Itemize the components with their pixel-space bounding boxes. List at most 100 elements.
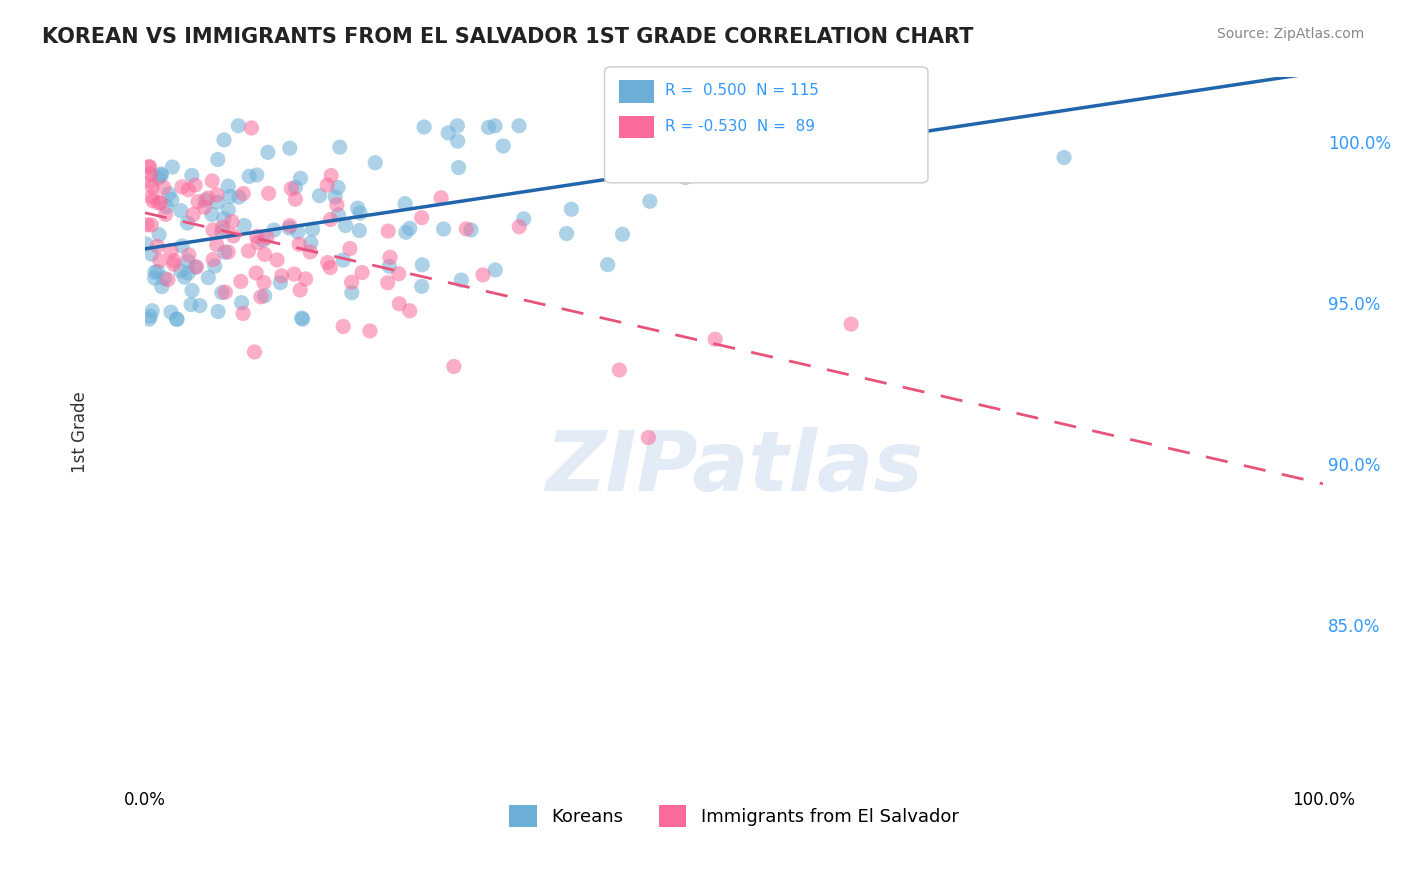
Koreans: [212, 211, 235, 226]
Koreans: [287, 225, 309, 239]
Immigrants from El Salvador: [232, 306, 254, 320]
Koreans: [508, 119, 530, 133]
Koreans: [349, 206, 371, 220]
Koreans: [299, 235, 322, 250]
Koreans: [477, 120, 499, 135]
Koreans: [447, 161, 470, 175]
Immigrants from El Salvador: [160, 244, 183, 258]
Text: KOREAN VS IMMIGRANTS FROM EL SALVADOR 1ST GRADE CORRELATION CHART: KOREAN VS IMMIGRANTS FROM EL SALVADOR 1S…: [42, 27, 973, 46]
Legend: Koreans, Immigrants from El Salvador: Koreans, Immigrants from El Salvador: [502, 797, 966, 834]
Koreans: [214, 245, 236, 260]
Immigrants from El Salvador: [411, 211, 433, 225]
Immigrants from El Salvador: [332, 319, 354, 334]
Immigrants from El Salvador: [839, 317, 862, 331]
Text: Source: ZipAtlas.com: Source: ZipAtlas.com: [1216, 27, 1364, 41]
Immigrants from El Salvador: [193, 200, 215, 214]
Immigrants from El Salvador: [245, 266, 267, 280]
Koreans: [166, 312, 188, 326]
Immigrants from El Salvador: [253, 276, 276, 290]
Immigrants from El Salvador: [202, 223, 225, 237]
Koreans: [194, 193, 217, 207]
Koreans: [433, 222, 456, 236]
Immigrants from El Salvador: [278, 219, 301, 233]
Immigrants from El Salvador: [202, 252, 225, 267]
Immigrants from El Salvador: [187, 194, 209, 209]
Immigrants from El Salvador: [319, 212, 342, 227]
Koreans: [207, 304, 229, 318]
Immigrants from El Salvador: [359, 324, 381, 338]
Koreans: [301, 222, 323, 236]
Koreans: [181, 284, 204, 298]
Immigrants from El Salvador: [319, 169, 342, 183]
Koreans: [252, 233, 274, 247]
Koreans: [335, 219, 357, 233]
Koreans: [177, 266, 200, 280]
Immigrants from El Salvador: [456, 222, 478, 236]
Immigrants from El Salvador: [232, 186, 254, 201]
Immigrants from El Salvador: [246, 229, 269, 244]
Immigrants from El Salvador: [471, 268, 494, 282]
Immigrants from El Salvador: [377, 276, 399, 290]
Immigrants from El Salvador: [138, 160, 160, 174]
Immigrants from El Salvador: [163, 253, 186, 268]
Koreans: [150, 167, 173, 181]
Koreans: [211, 285, 233, 300]
Koreans: [170, 203, 193, 218]
Koreans: [328, 208, 350, 222]
Koreans: [484, 263, 506, 277]
Koreans: [398, 221, 420, 235]
Immigrants from El Salvador: [142, 194, 165, 208]
Koreans: [143, 265, 166, 279]
Koreans: [643, 161, 665, 175]
Koreans: [638, 194, 661, 209]
Immigrants from El Salvador: [250, 290, 273, 304]
Koreans: [231, 295, 253, 310]
Koreans: [197, 270, 219, 285]
Koreans: [450, 273, 472, 287]
Koreans: [291, 312, 314, 326]
Immigrants from El Salvador: [148, 195, 170, 210]
Koreans: [217, 179, 239, 194]
Koreans: [188, 299, 211, 313]
Immigrants from El Salvador: [378, 250, 401, 264]
Koreans: [728, 119, 751, 133]
Koreans: [332, 253, 354, 268]
Koreans: [675, 170, 697, 185]
Koreans: [411, 258, 433, 272]
Koreans: [284, 180, 307, 194]
Immigrants from El Salvador: [197, 191, 219, 205]
Immigrants from El Salvador: [319, 260, 342, 275]
Immigrants from El Salvador: [184, 178, 207, 192]
Immigrants from El Salvador: [637, 431, 659, 445]
Koreans: [143, 271, 166, 285]
Immigrants from El Salvador: [156, 272, 179, 286]
Immigrants from El Salvador: [177, 248, 200, 262]
Immigrants from El Salvador: [146, 239, 169, 253]
Koreans: [201, 207, 224, 221]
Koreans: [135, 236, 157, 251]
Immigrants from El Salvador: [377, 224, 399, 238]
Koreans: [269, 276, 291, 290]
Koreans: [256, 145, 278, 160]
Immigrants from El Salvador: [294, 272, 316, 286]
Immigrants from El Salvador: [316, 178, 339, 193]
Immigrants from El Salvador: [201, 174, 224, 188]
Immigrants from El Salvador: [266, 252, 288, 267]
Immigrants from El Salvador: [138, 160, 160, 174]
Koreans: [291, 311, 314, 326]
Immigrants from El Salvador: [141, 189, 163, 203]
Immigrants from El Salvador: [704, 332, 727, 346]
Immigrants from El Salvador: [316, 255, 339, 269]
Immigrants from El Salvador: [139, 167, 162, 181]
Immigrants from El Salvador: [430, 191, 453, 205]
Text: ZIPatlas: ZIPatlas: [546, 427, 922, 508]
Koreans: [139, 309, 162, 323]
Koreans: [394, 196, 416, 211]
Immigrants from El Salvador: [149, 253, 172, 268]
Immigrants from El Salvador: [136, 218, 159, 232]
Koreans: [170, 264, 193, 278]
Koreans: [146, 264, 169, 278]
Koreans: [150, 279, 173, 293]
Koreans: [323, 190, 346, 204]
Koreans: [484, 119, 506, 133]
